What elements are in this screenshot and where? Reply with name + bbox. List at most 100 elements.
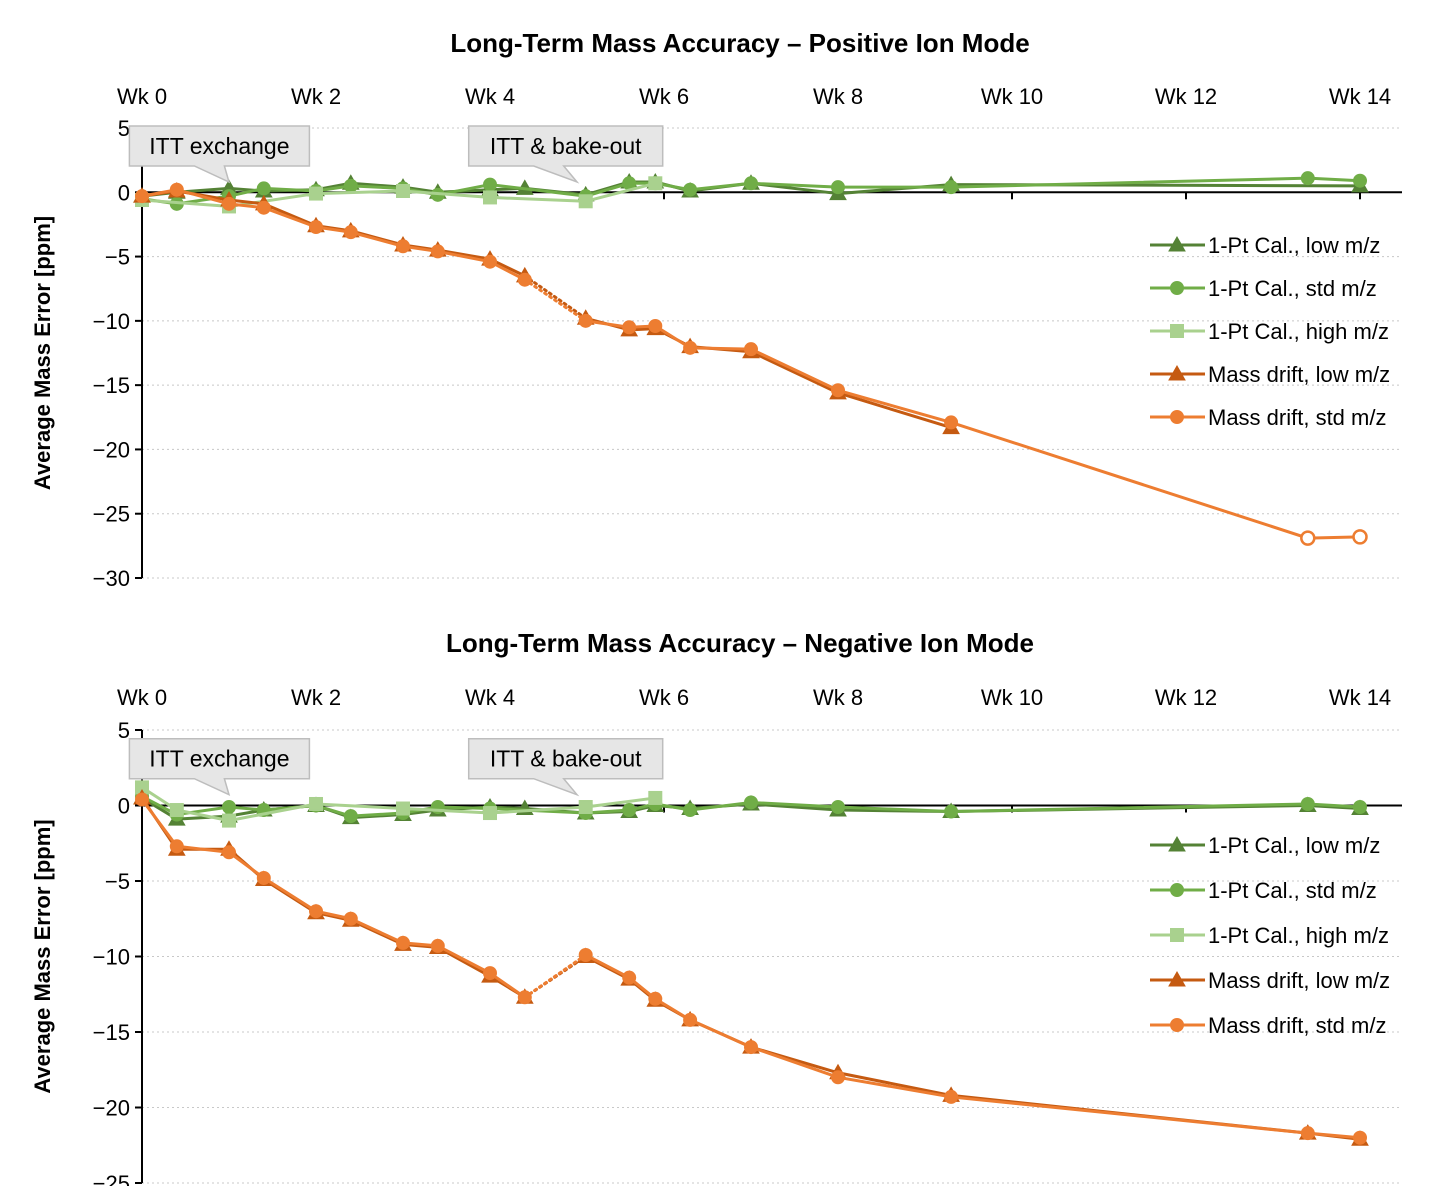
legend-swatch-marker [1168, 835, 1186, 852]
legend-swatch-marker [1170, 883, 1184, 897]
legend: 1-Pt Cal., low m/z 1-Pt Cal., std m/z 1-Pt… [1150, 233, 1390, 430]
y-tick-label: 0 [118, 180, 130, 205]
data-point [430, 938, 445, 953]
data-point [343, 225, 358, 240]
data-point [683, 803, 698, 818]
legend-item: Mass drift, low m/z [1150, 362, 1390, 387]
chart-title: Long-Term Mass Accuracy – Negative Ion M… [446, 628, 1034, 658]
legend-item: Mass drift, low m/z [1150, 968, 1390, 993]
series-1-pt-cal-high-m-z [135, 780, 663, 828]
annotation-text: ITT exchange [149, 746, 289, 772]
y-tick-label: −15 [93, 1020, 130, 1045]
annotation-text: ITT & bake-out [490, 133, 642, 159]
annotation-callout: ITT & bake-out [467, 125, 664, 184]
data-point [483, 190, 497, 205]
legend-label: Mass drift, std m/z [1208, 405, 1386, 430]
data-point [1353, 1130, 1367, 1145]
data-point [222, 813, 236, 828]
annotation-box [467, 125, 664, 184]
legend-item: 1-Pt Cal., low m/z [1150, 233, 1380, 258]
x-tick-label: Wk 10 [981, 685, 1043, 710]
series-gap-line [523, 953, 588, 999]
legend-swatch-marker [1168, 235, 1186, 252]
data-point [222, 845, 236, 860]
data-point [744, 342, 758, 357]
data-point [578, 800, 593, 815]
data-point [578, 313, 593, 328]
x-tick-label: Wk 8 [813, 685, 863, 710]
data-point [343, 911, 358, 926]
series-line [140, 798, 526, 999]
data-point [517, 990, 532, 1005]
legend-item: 1-Pt Cal., high m/z [1150, 923, 1389, 948]
data-point [648, 319, 663, 333]
data-point [622, 803, 637, 818]
data-point [944, 180, 959, 195]
legend-item: 1-Pt Cal., low m/z [1150, 833, 1380, 858]
data-point [309, 220, 323, 234]
data-point [396, 184, 410, 198]
data-point [831, 1070, 845, 1085]
annotation-callout: ITT exchange [128, 125, 311, 184]
x-tick-label: Wk 2 [291, 84, 341, 109]
legend-label: 1-Pt Cal., high m/z [1208, 319, 1389, 344]
legend-label: Mass drift, low m/z [1208, 968, 1390, 993]
legend-swatch-marker [1168, 364, 1186, 381]
data-point [1352, 529, 1368, 545]
data-point [343, 809, 358, 824]
y-tick-label: −5 [105, 245, 130, 270]
annotation-text: ITT & bake-out [490, 746, 642, 772]
legend-swatch-marker [1170, 324, 1184, 338]
x-tick-label: Wk 4 [465, 685, 515, 710]
x-tick-label: Wk 8 [813, 84, 863, 109]
legend-label: 1-Pt Cal., high m/z [1208, 923, 1389, 948]
data-point [578, 194, 593, 209]
y-tick-label: −15 [93, 373, 130, 398]
y-tick-label: −20 [93, 437, 130, 462]
data-point [396, 935, 410, 950]
y-tick-label: −25 [93, 1171, 130, 1186]
data-point [1300, 796, 1315, 811]
negative-ion-mode-chart: Long-Term Mass Accuracy – Negative Ion M… [30, 628, 1402, 1186]
y-axis-label: Average Mass Error [ppm] [30, 216, 55, 490]
series-mass-drift-std-m-z [135, 182, 1368, 546]
data-point [1353, 173, 1367, 188]
annotation-callout: ITT & bake-out [467, 737, 664, 797]
data-point [483, 177, 497, 192]
data-point [396, 239, 410, 254]
series-line [141, 786, 656, 823]
data-point [169, 803, 184, 818]
legend-item: 1-Pt Cal., std m/z [1150, 276, 1377, 301]
legend-item: Mass drift, std m/z [1150, 1013, 1386, 1038]
y-tick-label: 5 [118, 116, 130, 141]
data-point [256, 870, 271, 885]
annotation-box [128, 737, 311, 797]
x-tick-label: Wk 6 [639, 685, 689, 710]
data-point [483, 806, 497, 821]
y-tick-label: −30 [93, 566, 130, 591]
data-point [483, 966, 497, 981]
data-point [430, 244, 445, 259]
series-mass-drift-std-m-z [135, 792, 1367, 1145]
legend-label: Mass drift, low m/z [1208, 362, 1390, 387]
y-tick-label: 0 [118, 794, 130, 819]
data-point [1300, 1126, 1315, 1141]
y-tick-label: 5 [118, 718, 130, 743]
legend-item: 1-Pt Cal., high m/z [1150, 319, 1389, 344]
data-point [831, 800, 845, 815]
data-point [683, 340, 698, 355]
data-point [683, 182, 698, 197]
x-tick-label: Wk 14 [1329, 685, 1391, 710]
legend-item: Mass drift, std m/z [1150, 405, 1386, 430]
legend: 1-Pt Cal., low m/z 1-Pt Cal., std m/z 1-Pt… [1150, 833, 1390, 1038]
y-axis-label: Average Mass Error [ppm] [30, 819, 55, 1093]
data-point [1300, 530, 1316, 546]
data-point [831, 383, 845, 398]
legend-swatch-marker [1170, 928, 1184, 942]
legend-swatch-marker [1170, 281, 1184, 295]
annotation-text: ITT exchange [149, 133, 289, 159]
data-point [744, 176, 758, 191]
legend-label: Mass drift, std m/z [1208, 1013, 1386, 1038]
x-tick-label: Wk 0 [117, 84, 167, 109]
annotation-callout: ITT exchange [128, 737, 311, 797]
